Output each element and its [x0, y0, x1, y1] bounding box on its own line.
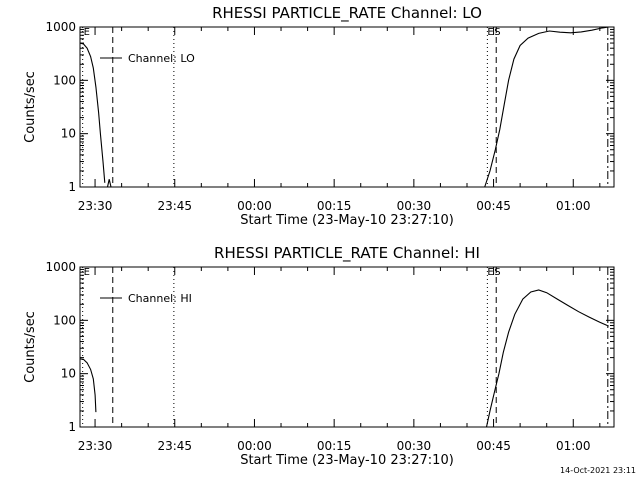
x-tick-label: 23:30: [78, 199, 113, 213]
plot-frame: [79, 266, 615, 428]
event-marker-label: E: [84, 27, 90, 38]
legend-label: Channel: LO: [128, 52, 195, 65]
x-axis-label: Start Time (23-May-10 23:27:10): [240, 453, 454, 468]
chart-title: RHESSI PARTICLE_RATE Channel: HI: [214, 244, 480, 263]
x-tick-label: 00:30: [397, 199, 432, 213]
y-tick-label: 1: [68, 180, 76, 194]
chart-panel-2: RHESSI PARTICLE_RATE Channel: HI 1 10 100 10…: [23, 244, 615, 468]
series-line: [484, 26, 609, 188]
x-tick-label: 23:30: [78, 439, 113, 453]
y-axis-label: Counts/sec: [23, 311, 38, 383]
x-tick-label: 00:00: [237, 439, 272, 453]
chart-title: RHESSI PARTICLE_RATE Channel: LO: [212, 4, 482, 23]
series-line: [485, 289, 609, 428]
y-axis-label: Counts/sec: [23, 71, 38, 143]
x-tick-label: 00:30: [397, 439, 432, 453]
x-tick-label: 00:45: [476, 199, 511, 213]
event-marker-label: E: [487, 267, 493, 278]
series-line: [106, 179, 112, 188]
x-tick-label: 01:00: [556, 439, 591, 453]
event-marker-label: E: [84, 267, 90, 278]
event-marker-label: S: [494, 27, 500, 38]
x-tick-label: 00:15: [317, 199, 352, 213]
y-tick-label: 1: [68, 420, 76, 434]
y-tick-label: 1000: [45, 260, 76, 274]
legend-label: Channel: HI: [128, 292, 192, 305]
y-tick-label: 10: [61, 367, 76, 381]
y-tick-label: 100: [53, 313, 76, 327]
x-tick-label: 01:00: [556, 199, 591, 213]
x-tick-label: 23:45: [157, 199, 192, 213]
y-tick-label: 10: [61, 127, 76, 141]
x-tick-label: 00:00: [237, 199, 272, 213]
plot-frame: [79, 26, 615, 188]
y-tick-label: 100: [53, 73, 76, 87]
series-line: [79, 42, 106, 183]
plot-timestamp: 14-Oct-2021 23:11: [560, 466, 636, 475]
x-tick-label: 00:45: [476, 439, 511, 453]
event-marker-label: S: [494, 267, 500, 278]
series-line: [79, 358, 97, 413]
x-tick-label: 00:15: [317, 439, 352, 453]
y-tick-label: 1000: [45, 20, 76, 34]
chart-panel-1: RHESSI PARTICLE_RATE Channel: LO 1 10 100 10…: [23, 4, 615, 228]
x-axis-label: Start Time (23-May-10 23:27:10): [240, 213, 454, 228]
x-tick-label: 23:45: [157, 439, 192, 453]
event-marker-label: E: [487, 27, 493, 38]
